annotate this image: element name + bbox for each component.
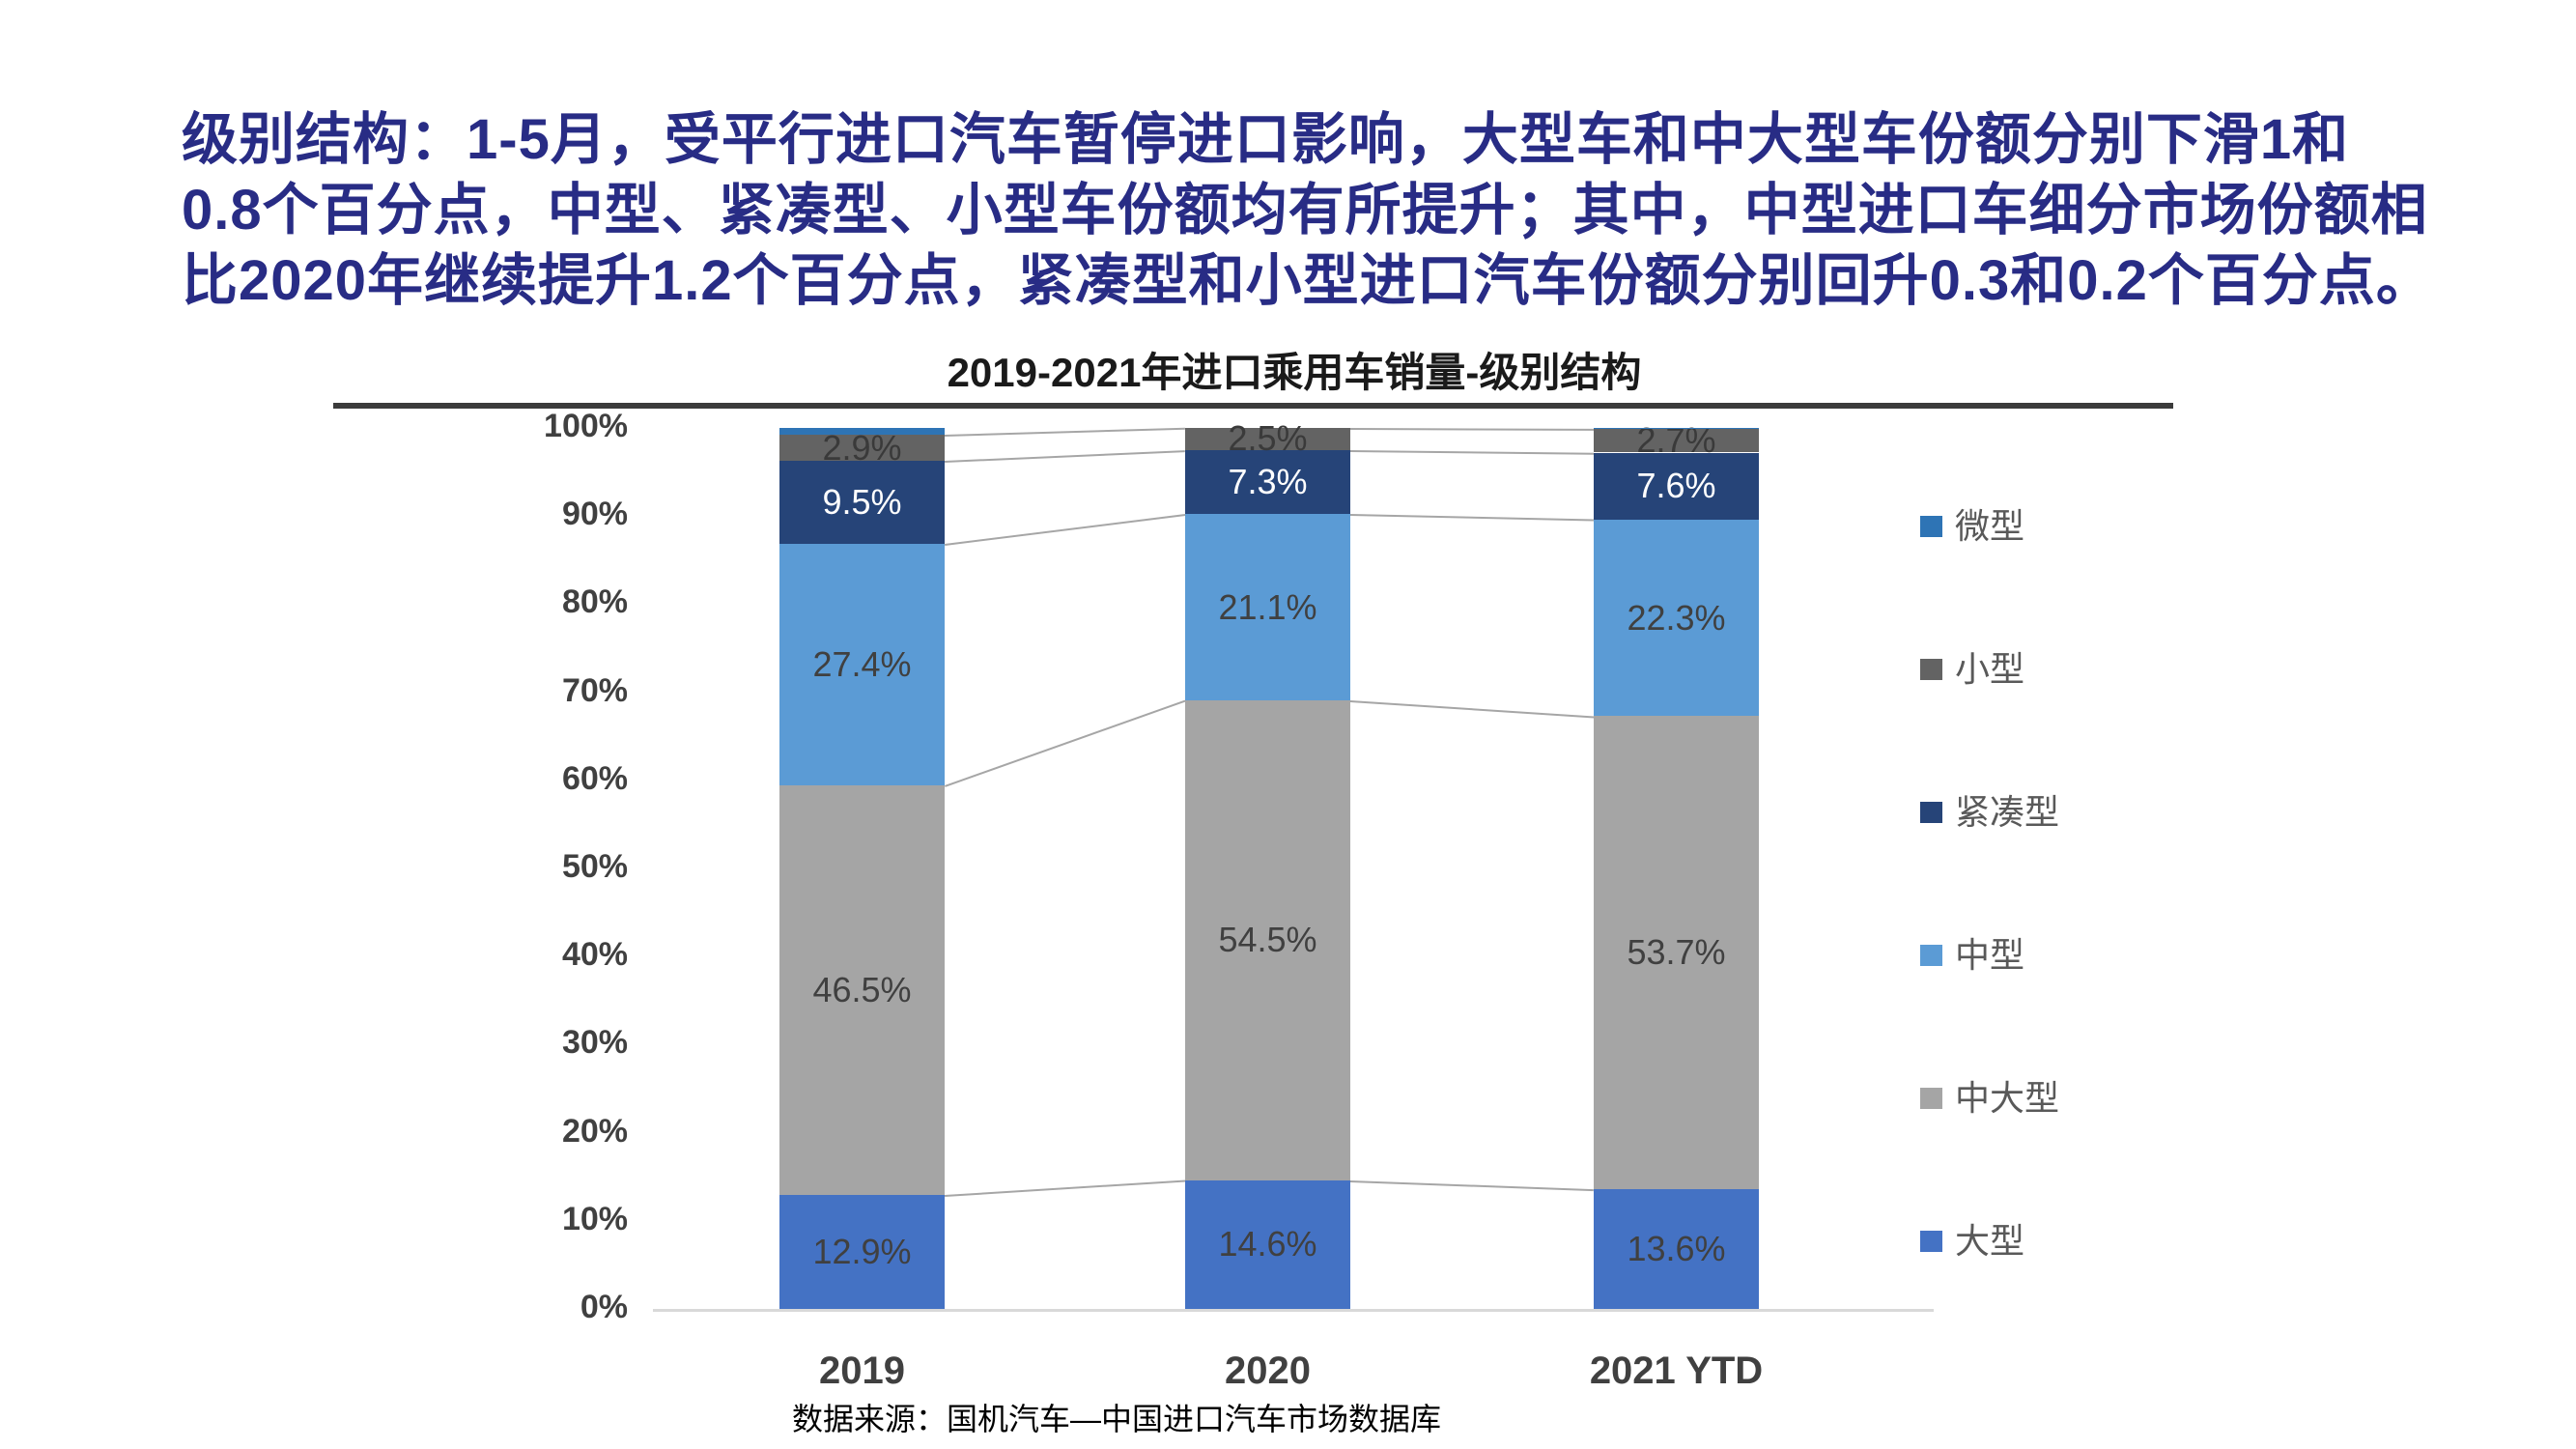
bar-segment-中大型 <box>779 785 945 1196</box>
bar-segment-紧凑型 <box>779 460 945 545</box>
series-connector-line <box>1349 1179 1595 1191</box>
y-axis-tick-label: 100% <box>544 408 628 444</box>
bar-segment-label: 7.6% <box>1636 466 1716 506</box>
series-connector-line <box>945 514 1186 547</box>
legend-swatch-中大型 <box>1920 1088 1942 1109</box>
y-axis-tick-label: 40% <box>561 936 628 973</box>
bar-segment-label: 13.6% <box>1627 1229 1726 1268</box>
bar-segment-label: 53.7% <box>1627 932 1726 973</box>
page-title-line-2: 0.8个百分点，中型、紧凑型、小型车份额均有所提升；其中，中型进口车细分市场份额… <box>182 179 2428 242</box>
legend-swatch-中型 <box>1920 945 1942 966</box>
y-axis-tick-label: 10% <box>561 1201 628 1237</box>
bar-segment-label: 9.5% <box>822 482 902 523</box>
legend-swatch-小型 <box>1920 659 1942 680</box>
legend-swatch-微型 <box>1920 516 1942 537</box>
series-connector-line <box>1349 449 1594 455</box>
y-axis-tick-label: 50% <box>561 848 628 885</box>
bar-segment-大型 <box>779 1195 945 1309</box>
x-axis-category-label: 2019 <box>819 1350 905 1392</box>
y-axis-tick-label: 60% <box>561 760 628 797</box>
bar-segment-中型 <box>1594 519 1759 717</box>
bar-segment-小型 <box>1594 428 1759 453</box>
bar-segment-微型 <box>1594 428 1759 429</box>
data-source-note: 数据来源：国机汽车—中国进口汽车市场数据库 <box>792 1402 1442 1436</box>
x-axis-category-label: 2020 <box>1225 1350 1311 1392</box>
bar-segment-label: 14.6% <box>1218 1224 1317 1264</box>
bar-segment-label: 7.3% <box>1228 462 1308 502</box>
bar-segment-中大型 <box>1185 699 1350 1180</box>
bar-segment-label: 21.1% <box>1218 586 1317 627</box>
legend-label-中大型: 中大型 <box>1955 1078 2060 1118</box>
bar-segment-label: 22.3% <box>1627 597 1726 638</box>
series-connector-line <box>1349 428 1594 431</box>
legend-swatch-大型 <box>1920 1231 1942 1252</box>
bar-segment-label: 2.7% <box>1636 420 1716 461</box>
bar-segment-label: 27.4% <box>812 644 912 685</box>
page-title-line-1: 级别结构：1-5月，受平行进口汽车暂停进口影响，大型车和中大型车份额分别下滑1和 <box>182 108 2350 171</box>
y-axis-tick-label: 30% <box>561 1024 628 1061</box>
legend-swatch-紧凑型 <box>1920 802 1942 823</box>
bar-segment-中大型 <box>1594 716 1759 1189</box>
chart-divider-line <box>333 403 2173 409</box>
series-connector-line <box>945 1179 1186 1198</box>
bar-segment-紧凑型 <box>1185 449 1350 515</box>
y-axis-tick-label: 70% <box>561 672 628 709</box>
legend-label-中型: 中型 <box>1955 935 2025 975</box>
x-axis-line <box>653 1309 1934 1312</box>
legend-label-小型: 小型 <box>1955 649 2025 689</box>
bar-segment-label: 46.5% <box>812 970 912 1010</box>
legend-label-微型: 微型 <box>1955 506 2025 546</box>
series-connector-line <box>945 449 1186 463</box>
x-axis-category-label: 2021 YTD <box>1589 1350 1764 1392</box>
y-axis-tick-label: 0% <box>580 1289 628 1325</box>
series-connector-line <box>1349 514 1595 522</box>
legend-label-大型: 大型 <box>1955 1221 2025 1261</box>
page-title: 级别结构：1-5月，受平行进口汽车暂停进口影响，大型车和中大型车份额分别下滑1和… <box>182 104 2529 316</box>
bar-segment-label: 54.5% <box>1218 920 1317 960</box>
bar-segment-大型 <box>1185 1179 1350 1309</box>
bar-segment-label: 12.9% <box>812 1232 912 1272</box>
series-connector-line <box>945 427 1186 438</box>
bar-segment-微型 <box>779 428 945 436</box>
legend-label-紧凑型: 紧凑型 <box>1955 792 2060 832</box>
y-axis-tick-label: 90% <box>561 496 628 532</box>
page-title-line-3: 比2020年继续提升1.2个百分点，紧凑型和小型进口汽车份额分别回升0.3和0.… <box>182 249 2433 312</box>
bar-segment-中型 <box>779 544 945 786</box>
y-axis-tick-label: 80% <box>561 583 628 620</box>
bar-segment-label: 2.5% <box>1228 418 1308 459</box>
series-connector-line <box>945 699 1186 788</box>
chart-title: 2019-2021年进口乘用车销量-级别结构 <box>947 350 1642 395</box>
bar-segment-紧凑型 <box>1594 452 1759 520</box>
bar-segment-小型 <box>1185 428 1350 450</box>
bar-segment-小型 <box>779 435 945 461</box>
y-axis-tick-label: 20% <box>561 1113 628 1150</box>
bar-segment-中型 <box>1185 514 1350 700</box>
series-connector-line <box>1349 699 1594 719</box>
bar-segment-大型 <box>1594 1189 1759 1309</box>
